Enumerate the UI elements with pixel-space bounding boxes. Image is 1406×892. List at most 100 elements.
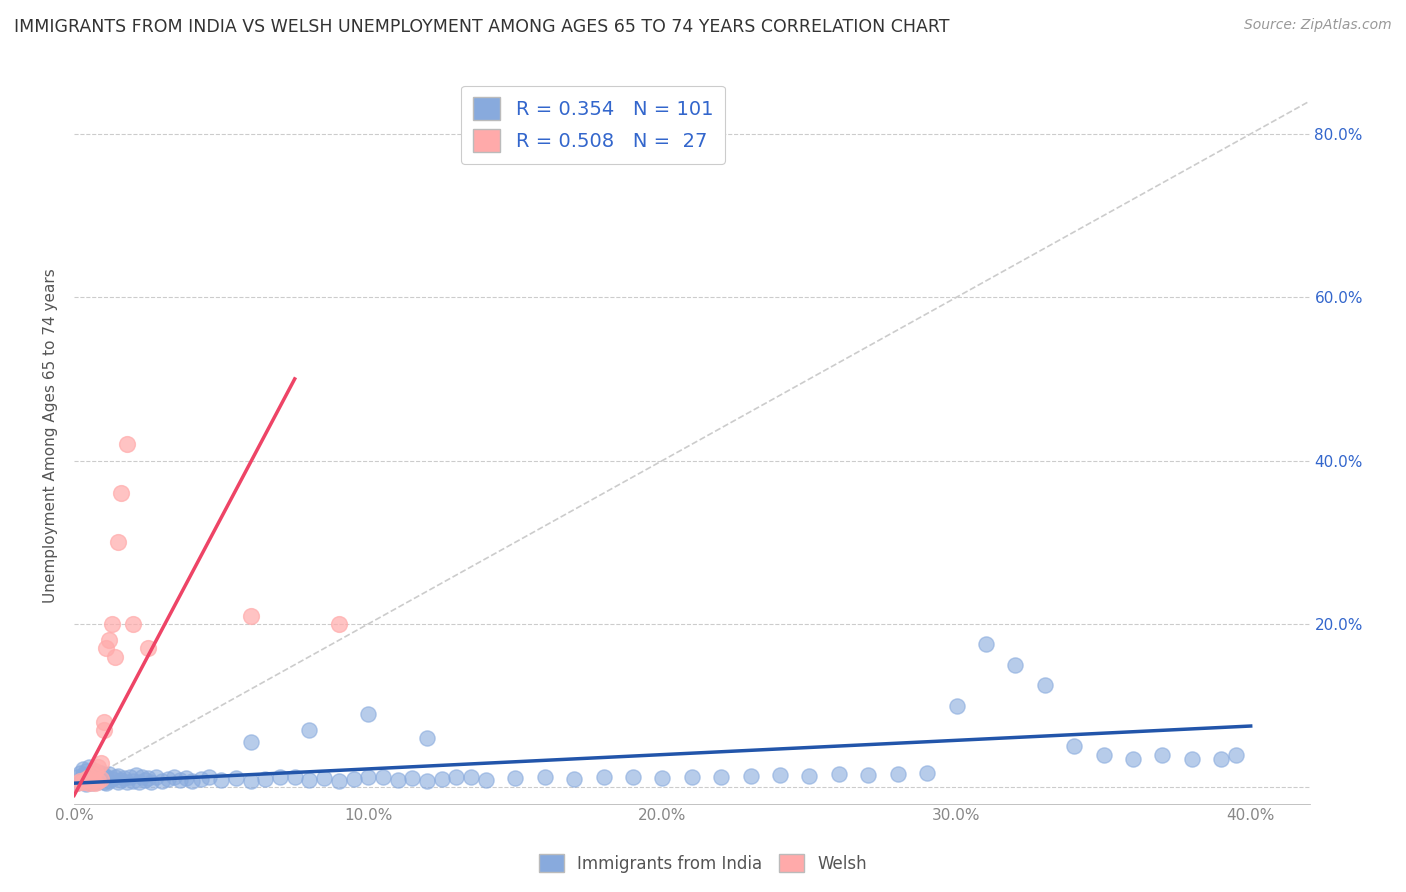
Point <box>86 769 108 783</box>
Point <box>430 772 453 786</box>
Point <box>107 769 129 783</box>
Point <box>416 773 439 788</box>
Point <box>915 765 938 780</box>
Point <box>314 772 336 786</box>
Point <box>562 772 585 786</box>
Text: Source: ZipAtlas.com: Source: ZipAtlas.com <box>1244 18 1392 32</box>
Point <box>974 637 997 651</box>
Point <box>239 773 262 788</box>
Point <box>150 773 173 788</box>
Point <box>681 770 703 784</box>
Point <box>77 776 100 790</box>
Point <box>66 776 89 790</box>
Point <box>75 777 97 791</box>
Point <box>799 769 821 783</box>
Point <box>115 774 138 789</box>
Point <box>90 766 112 780</box>
Point <box>104 771 127 785</box>
Point <box>1063 739 1085 754</box>
Point <box>446 771 468 785</box>
Point <box>77 771 100 785</box>
Point <box>66 771 89 785</box>
Point <box>136 772 159 786</box>
Point <box>145 770 167 784</box>
Point <box>298 772 321 787</box>
Point <box>357 771 380 785</box>
Point <box>342 772 364 786</box>
Point <box>98 767 121 781</box>
Point <box>769 768 792 782</box>
Point <box>858 768 880 782</box>
Point <box>460 770 482 784</box>
Point <box>77 770 100 784</box>
Point <box>128 775 150 789</box>
Point <box>651 772 673 786</box>
Point <box>118 770 141 784</box>
Point <box>198 771 221 785</box>
Point <box>886 767 908 781</box>
Point <box>72 775 94 789</box>
Point <box>284 770 307 784</box>
Point <box>157 772 180 786</box>
Point <box>122 616 145 631</box>
Point <box>371 770 394 784</box>
Legend: Immigrants from India, Welsh: Immigrants from India, Welsh <box>533 847 873 880</box>
Point <box>83 764 105 778</box>
Point <box>475 772 498 787</box>
Point <box>98 773 121 788</box>
Point <box>225 772 247 786</box>
Point <box>174 772 197 786</box>
Point <box>328 773 350 788</box>
Point <box>209 772 232 787</box>
Point <box>169 772 191 787</box>
Point <box>112 772 135 786</box>
Point <box>69 773 91 788</box>
Point <box>828 767 851 781</box>
Point <box>86 760 108 774</box>
Point <box>107 535 129 549</box>
Point <box>80 772 103 786</box>
Point <box>96 776 118 790</box>
Point <box>93 768 115 782</box>
Point <box>1152 747 1174 762</box>
Point <box>80 776 103 790</box>
Point <box>136 641 159 656</box>
Point <box>1225 747 1247 762</box>
Point <box>80 774 103 789</box>
Point <box>75 764 97 778</box>
Point <box>104 649 127 664</box>
Point <box>134 772 156 787</box>
Legend: R = 0.354   N = 101, R = 0.508   N =  27: R = 0.354 N = 101, R = 0.508 N = 27 <box>461 86 724 163</box>
Point <box>101 772 124 786</box>
Point <box>96 641 118 656</box>
Point <box>101 616 124 631</box>
Point <box>190 772 212 786</box>
Point <box>96 770 118 784</box>
Point <box>75 772 97 786</box>
Point <box>86 775 108 789</box>
Point <box>139 774 162 789</box>
Point <box>387 772 409 787</box>
Point <box>72 768 94 782</box>
Point <box>740 769 762 783</box>
Point <box>93 723 115 738</box>
Y-axis label: Unemployment Among Ages 65 to 74 years: Unemployment Among Ages 65 to 74 years <box>44 268 58 604</box>
Point <box>125 768 148 782</box>
Point <box>122 773 145 788</box>
Point <box>83 776 105 790</box>
Text: IMMIGRANTS FROM INDIA VS WELSH UNEMPLOYMENT AMONG AGES 65 TO 74 YEARS CORRELATIO: IMMIGRANTS FROM INDIA VS WELSH UNEMPLOYM… <box>14 18 949 36</box>
Point <box>1092 747 1115 762</box>
Point <box>163 771 186 785</box>
Point <box>1211 752 1233 766</box>
Point <box>131 771 153 785</box>
Point <box>298 723 321 738</box>
Point <box>1181 752 1204 766</box>
Point <box>180 773 202 788</box>
Point <box>66 776 89 790</box>
Point <box>69 765 91 780</box>
Point <box>945 698 967 713</box>
Point <box>505 772 527 786</box>
Point <box>77 760 100 774</box>
Point <box>86 773 108 788</box>
Point <box>401 772 423 786</box>
